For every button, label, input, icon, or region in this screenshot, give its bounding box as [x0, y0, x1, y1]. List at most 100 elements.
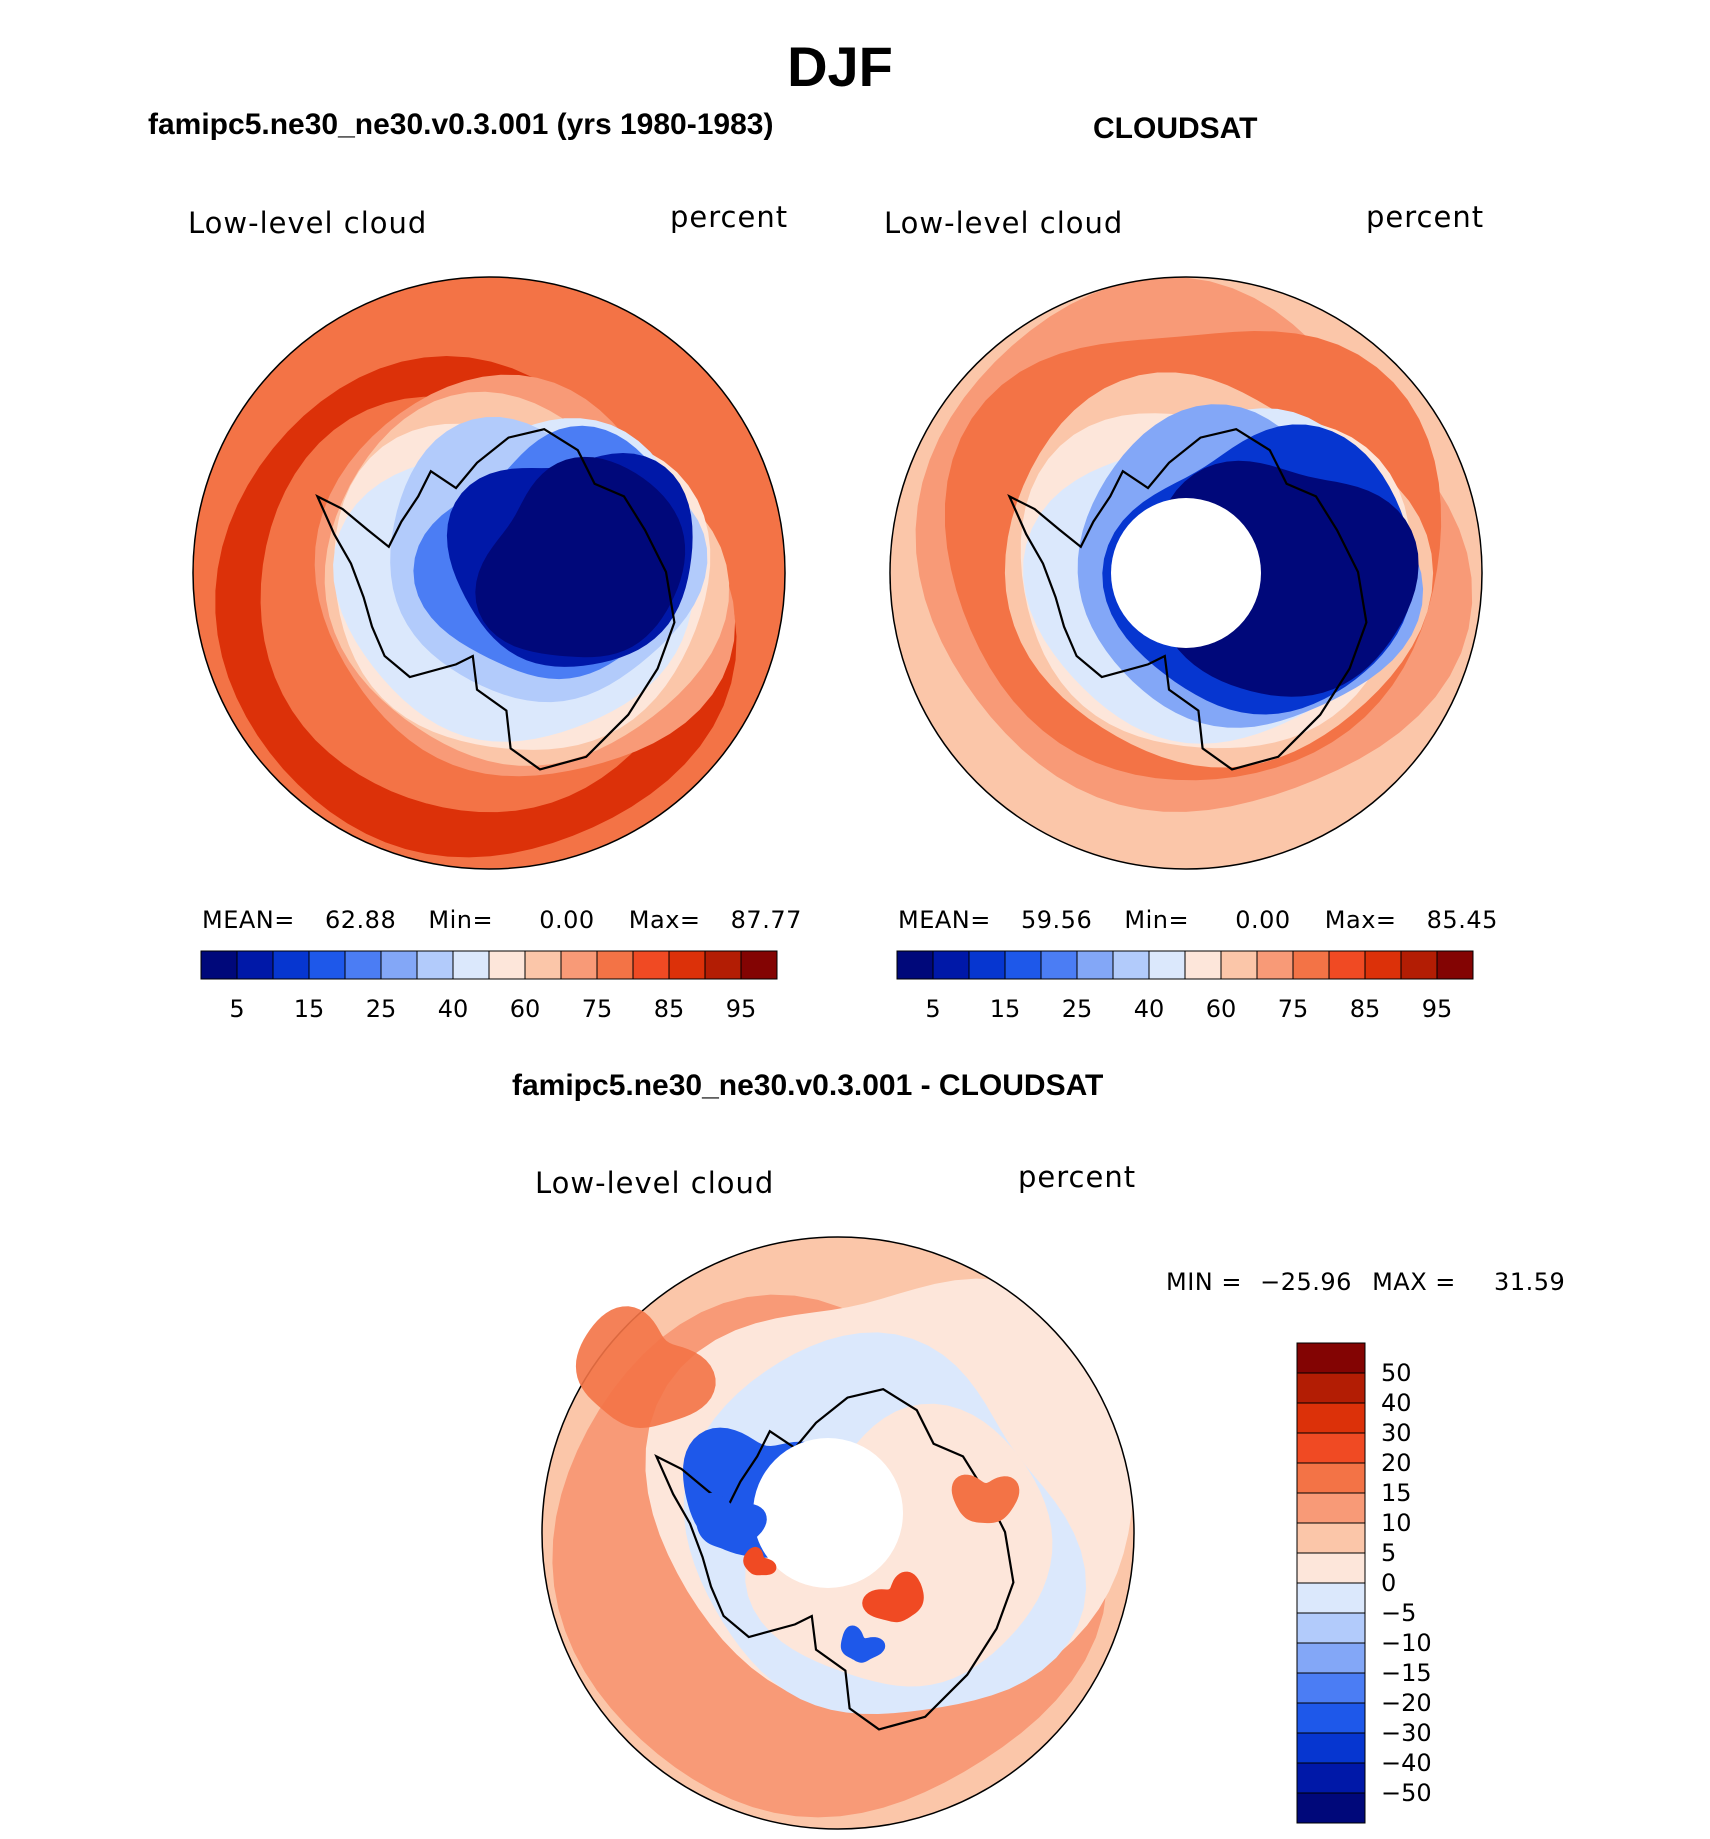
diff-colorbar-swatch: [1296, 1342, 1366, 1374]
diff-colorbar-tick-label: −30: [1381, 1719, 1432, 1747]
diff-colorbar-tick-label: 5: [1381, 1539, 1396, 1567]
diff-positive-anomaly: [575, 1306, 716, 1428]
diff-colorbar-swatch: [1296, 1732, 1366, 1764]
model-colorbar-swatch: [668, 950, 706, 980]
diff-stats: MIN = −25.96 MAX = 31.59: [1166, 1268, 1565, 1296]
left-stats: MEAN= 62.88 Min= 0.00 Max= 87.77: [202, 906, 802, 934]
diff-colorbar-tick-label: −50: [1381, 1779, 1432, 1807]
model-field: [193, 277, 785, 869]
model-colorbar-swatch: [380, 950, 418, 980]
model-colorbar-swatch: [452, 950, 490, 980]
diff-contour-band: [745, 1403, 1053, 1687]
obs-map-border: [889, 276, 1483, 870]
diff-colorbar-swatch: [1296, 1582, 1366, 1614]
diff-colorbar-tick-label: 15: [1381, 1479, 1412, 1507]
diff-colorbar-tick-label: 10: [1381, 1509, 1412, 1537]
diff-positive-anomaly: [743, 1546, 777, 1576]
right-max-value: 85.45: [1426, 906, 1498, 934]
left-max-value: 87.77: [730, 906, 802, 934]
model-colorbar-swatch: [560, 950, 598, 980]
right-variable-label: Low-level cloud: [884, 206, 1124, 240]
model-coastline: [315, 428, 676, 771]
diff-colorbar-tick-label: 40: [1381, 1389, 1412, 1417]
obs-colorbar-tick-label: 85: [1350, 995, 1381, 1023]
model-colorbar-swatch: [488, 950, 526, 980]
obs-colorbar-tick-label: 40: [1134, 995, 1165, 1023]
model-colorbar-swatch: [632, 950, 670, 980]
model-colorbar-swatch: [236, 950, 274, 980]
left-units-label: percent: [670, 200, 789, 234]
model-colorbar-tick-label: 60: [510, 995, 541, 1023]
diff-coastline: [654, 1388, 1015, 1731]
obs-colorbar-swatch: [968, 950, 1006, 980]
obs-colorbar-swatch: [1184, 950, 1222, 980]
diff-colorbar-tick-label: −40: [1381, 1749, 1432, 1777]
diff-colorbar-tick-label: −5: [1381, 1599, 1416, 1627]
bottom-variable-label: Low-level cloud: [535, 1166, 775, 1200]
diff-min-value: −25.96: [1260, 1268, 1352, 1296]
diff-negative-anomaly: [695, 1492, 767, 1550]
model-colorbar-swatch: [344, 950, 382, 980]
obs-colorbar: 5 15 25 40 60 75 85 95: [896, 950, 1474, 1023]
obs-colorbar-swatch: [1436, 950, 1474, 980]
right-max-label: Max=: [1324, 906, 1397, 934]
right-mean-label: MEAN=: [898, 906, 991, 934]
model-colorbar-swatch: [704, 950, 742, 980]
diff-colorbar-tick-label: 30: [1381, 1419, 1412, 1447]
obs-map: [889, 276, 1483, 870]
bottom-units-label: percent: [1018, 1160, 1137, 1194]
right-min-label: Min=: [1124, 906, 1190, 934]
model-colorbar-tick-label: 40: [438, 995, 469, 1023]
right-min-value: 0.00: [1235, 906, 1291, 934]
diff-colorbar-swatch: [1296, 1792, 1366, 1824]
diff-colorbar-swatch: [1296, 1432, 1366, 1464]
panel-bottom-title: famipc5.ne30_ne30.v0.3.001 - CLOUDSAT: [512, 1069, 1104, 1102]
model-colorbar-tick-label: 15: [294, 995, 325, 1023]
model-colorbar-swatch: [272, 950, 310, 980]
diff-features: [575, 1306, 1020, 1663]
diff-colorbar-swatch: [1296, 1552, 1366, 1584]
obs-coastline: [1007, 428, 1368, 771]
obs-colorbar-swatch: [1004, 950, 1042, 980]
diff-positive-anomaly: [951, 1474, 1020, 1524]
obs-colorbar-swatch: [896, 950, 934, 980]
diff-colorbar-swatch: [1296, 1492, 1366, 1524]
diff-colorbar-swatch: [1296, 1642, 1366, 1674]
obs-colorbar-swatch: [1220, 950, 1258, 980]
diff-missing-data: [753, 1438, 903, 1588]
model-colorbar-swatch: [308, 950, 346, 980]
model-map-border: [192, 276, 786, 870]
obs-colorbar-swatch: [932, 950, 970, 980]
obs-colorbar-swatch: [1148, 950, 1186, 980]
diff-max-label: MAX =: [1372, 1268, 1456, 1296]
diff-colorbar-tick-label: 0: [1381, 1569, 1396, 1597]
panel-left-title: famipc5.ne30_ne30.v0.3.001 (yrs 1980-198…: [148, 108, 774, 141]
left-min-value: 0.00: [539, 906, 595, 934]
left-variable-label: Low-level cloud: [188, 206, 428, 240]
diff-colorbar-swatch: [1296, 1462, 1366, 1494]
diff-min-label: MIN =: [1166, 1268, 1242, 1296]
right-mean-value: 59.56: [1021, 906, 1093, 934]
diff-colorbar-swatch: [1296, 1702, 1366, 1734]
obs-colorbar-tick-label: 25: [1062, 995, 1093, 1023]
right-units-label: percent: [1366, 200, 1485, 234]
figure-title: DJF: [787, 35, 893, 98]
diff-colorbar-tick-label: −20: [1381, 1689, 1432, 1717]
diff-colorbar-tick-label: −15: [1381, 1659, 1432, 1687]
obs-colorbar-swatch: [1256, 950, 1294, 980]
obs-colorbar-tick-label: 95: [1422, 995, 1453, 1023]
model-colorbar: 5 15 25 40 60 75 85 95: [200, 950, 778, 1023]
model-contour-band: [475, 456, 686, 658]
model-colorbar-swatch: [524, 950, 562, 980]
model-map: [192, 276, 786, 870]
left-mean-value: 62.88: [325, 906, 397, 934]
obs-colorbar-swatch: [1040, 950, 1078, 980]
diff-colorbar-swatch: [1296, 1672, 1366, 1704]
diff-colorbar-swatch: [1296, 1522, 1366, 1554]
right-stats: MEAN= 59.56 Min= 0.00 Max= 85.45: [898, 906, 1498, 934]
model-colorbar-tick-label: 75: [582, 995, 613, 1023]
diff-colorbar-swatch: [1296, 1402, 1366, 1434]
model-colorbar-tick-label: 25: [366, 995, 397, 1023]
obs-colorbar-tick-label: 5: [925, 995, 940, 1023]
